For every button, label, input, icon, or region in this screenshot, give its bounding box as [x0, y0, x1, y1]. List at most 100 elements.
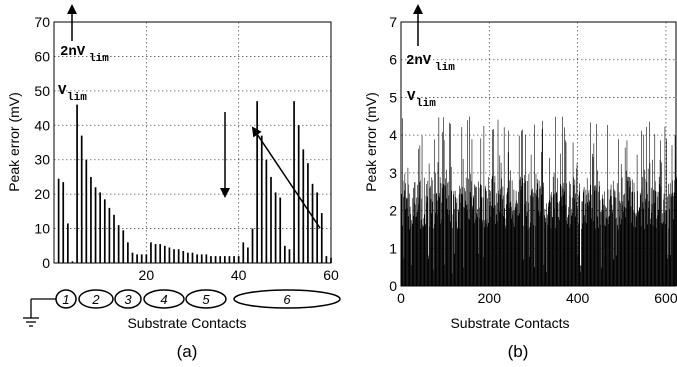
chart-b-bar: [585, 203, 586, 286]
chart-b-bar: [469, 219, 471, 286]
chart-b-bar: [503, 127, 505, 287]
chart-b-bar: [457, 229, 459, 286]
chart-b-bar: [648, 208, 649, 286]
chart-b-bar: [573, 177, 574, 286]
chart-b-bar: [514, 226, 515, 286]
chart-a-bar: [136, 254, 138, 263]
chart-b-bar: [537, 211, 539, 286]
chart-b-bar: [571, 215, 572, 286]
chart-a-bar: [228, 256, 231, 263]
chart-b-bar: [477, 209, 478, 286]
chart-b-bar: [423, 226, 424, 286]
chart-b-bar: [465, 191, 466, 286]
chart-b-bar: [487, 198, 488, 286]
chart-b-bar: [672, 192, 674, 286]
chart-b-bar: [599, 186, 600, 286]
chart-b-bar: [559, 184, 561, 286]
chart-b-bar: [518, 135, 520, 286]
chart-b-bar: [613, 259, 615, 286]
chart-a-y-axis-label: Peak error (mV): [6, 92, 22, 192]
chart-b-x-tick-label: 0: [397, 290, 405, 306]
chart-b-bar: [478, 187, 480, 286]
chart-b-bar: [655, 227, 657, 286]
chart-b-bar: [519, 179, 521, 286]
chart-b-bar: [480, 138, 482, 286]
chart-b-bar: [657, 196, 658, 286]
chart-b-bar: [496, 202, 498, 286]
chart-b-bar: [505, 228, 506, 286]
chart-b-bar: [500, 162, 502, 286]
chart-b-bar: [538, 180, 540, 286]
chart-b-bar: [430, 186, 431, 286]
chart-a-bar: [256, 101, 258, 263]
chart-b-bar: [497, 119, 499, 287]
chart-a-x-tick-label: 60: [323, 267, 339, 283]
chart-a-bar: [154, 244, 157, 263]
chart-b-bar: [580, 265, 582, 286]
chart-b-bar: [436, 200, 438, 286]
chart-b-bar: [570, 184, 571, 286]
chart-b-bar: [593, 220, 594, 286]
annotation-a-2nvlim-text: 2nV: [60, 44, 86, 60]
chart-a-bar: [223, 256, 226, 263]
chart-a-bar: [274, 192, 277, 263]
chart-a-bar: [76, 104, 78, 263]
chart-b-bar: [492, 129, 494, 286]
chart-b-bar: [640, 225, 642, 286]
chart-b-bar: [566, 220, 568, 286]
chart-b-bar: [431, 180, 433, 286]
chart-b-bar: [417, 184, 418, 286]
chart-b-bar: [576, 163, 578, 286]
chart-b-bar: [505, 225, 507, 286]
chart-b-bar: [428, 255, 429, 286]
chart-b-bar: [552, 176, 554, 286]
annotation-a-2nvlim-sub: lim: [89, 53, 109, 65]
chart-b-bar: [630, 181, 631, 286]
chart-b-bar: [404, 173, 406, 286]
chart-b-bar: [655, 191, 656, 286]
chart-b-bar: [477, 253, 479, 286]
chart-b-bar: [521, 130, 522, 286]
chart-b-bar: [446, 209, 448, 286]
chart-a-y-tick-label: 40: [34, 117, 50, 133]
chart-b-bar: [548, 206, 550, 286]
chart-b-bar: [653, 190, 654, 286]
chart-b-bar: [634, 212, 636, 286]
chart-b-bar: [495, 223, 497, 286]
chart-b-bar: [521, 186, 523, 286]
chart-b-bar: [650, 218, 652, 286]
chart-b-bar: [485, 188, 486, 286]
chart-b-bar: [542, 120, 543, 286]
chart-b-bar: [589, 200, 591, 286]
chart-b-bar: [443, 117, 444, 286]
chart-a-bar: [90, 176, 92, 263]
chart-b-bar: [607, 125, 608, 287]
chart-a-bar: [302, 149, 305, 263]
chart-b-bar: [534, 124, 535, 286]
chart-b-bar: [642, 208, 644, 286]
chart-b-bar: [533, 267, 535, 286]
chart-b-bar: [674, 180, 675, 286]
chart-b-bar: [461, 194, 463, 286]
chart-b-bar: [419, 180, 421, 286]
chart-b-bar: [494, 175, 496, 286]
chart-b-bar: [555, 228, 557, 286]
chart-a-grid: [54, 22, 331, 263]
chart-b-bar: [481, 185, 482, 286]
substrate-contact-ellipse: [233, 289, 341, 309]
chart-b-bar: [593, 143, 595, 286]
chart-b-bar: [517, 215, 518, 286]
chart-b-bar: [550, 227, 552, 286]
chart-b-bar: [418, 197, 420, 286]
chart-b-bar: [550, 202, 551, 286]
chart-b-bar: [589, 201, 590, 286]
chart-b-bar: [441, 219, 442, 286]
chart-b-bar: [671, 193, 672, 286]
chart-b-bar: [502, 186, 504, 286]
chart-b-y-tick-label: 7: [389, 14, 397, 30]
chart-b-bar: [572, 212, 573, 286]
chart-b-bar: [619, 200, 621, 286]
chart-b-bar: [673, 219, 675, 286]
chart-b-bar: [669, 183, 671, 286]
chart-b-bar: [532, 188, 533, 286]
